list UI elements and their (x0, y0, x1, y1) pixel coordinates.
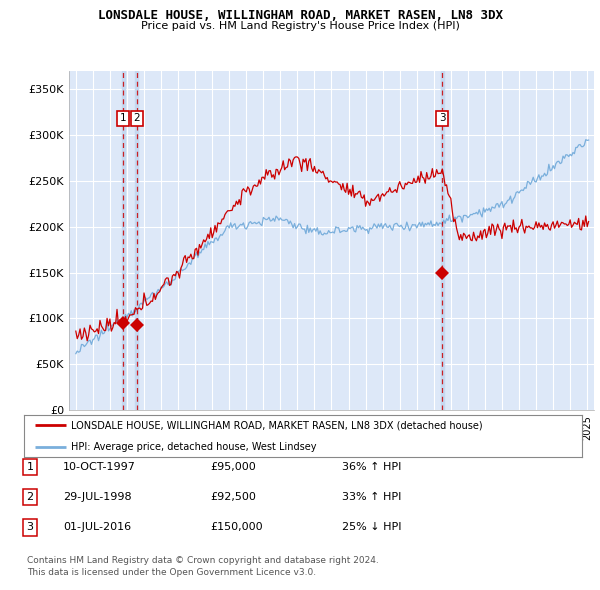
Text: Contains HM Land Registry data © Crown copyright and database right 2024.: Contains HM Land Registry data © Crown c… (27, 556, 379, 565)
Text: 2: 2 (133, 113, 140, 123)
Bar (122, 71, 125, 410)
Text: 25% ↓ HPI: 25% ↓ HPI (342, 523, 401, 532)
Text: 10-OCT-1997: 10-OCT-1997 (63, 463, 136, 472)
Bar (136, 71, 138, 410)
Text: £150,000: £150,000 (210, 523, 263, 532)
Text: 33% ↑ HPI: 33% ↑ HPI (342, 493, 401, 502)
Text: LONSDALE HOUSE, WILLINGHAM ROAD, MARKET RASEN, LN8 3DX (detached house): LONSDALE HOUSE, WILLINGHAM ROAD, MARKET … (71, 421, 483, 430)
Text: 1: 1 (120, 113, 127, 123)
Bar (441, 71, 443, 410)
Text: LONSDALE HOUSE, WILLINGHAM ROAD, MARKET RASEN, LN8 3DX: LONSDALE HOUSE, WILLINGHAM ROAD, MARKET … (97, 9, 503, 22)
Text: £95,000: £95,000 (210, 463, 256, 472)
Text: 3: 3 (26, 523, 34, 532)
Text: 01-JUL-2016: 01-JUL-2016 (63, 523, 131, 532)
Text: This data is licensed under the Open Government Licence v3.0.: This data is licensed under the Open Gov… (27, 568, 316, 577)
Text: 2: 2 (26, 493, 34, 502)
Text: 36% ↑ HPI: 36% ↑ HPI (342, 463, 401, 472)
Text: HPI: Average price, detached house, West Lindsey: HPI: Average price, detached house, West… (71, 442, 317, 451)
Text: £92,500: £92,500 (210, 493, 256, 502)
Text: 29-JUL-1998: 29-JUL-1998 (63, 493, 131, 502)
Text: Price paid vs. HM Land Registry's House Price Index (HPI): Price paid vs. HM Land Registry's House … (140, 21, 460, 31)
Text: 3: 3 (439, 113, 446, 123)
Text: 1: 1 (26, 463, 34, 472)
